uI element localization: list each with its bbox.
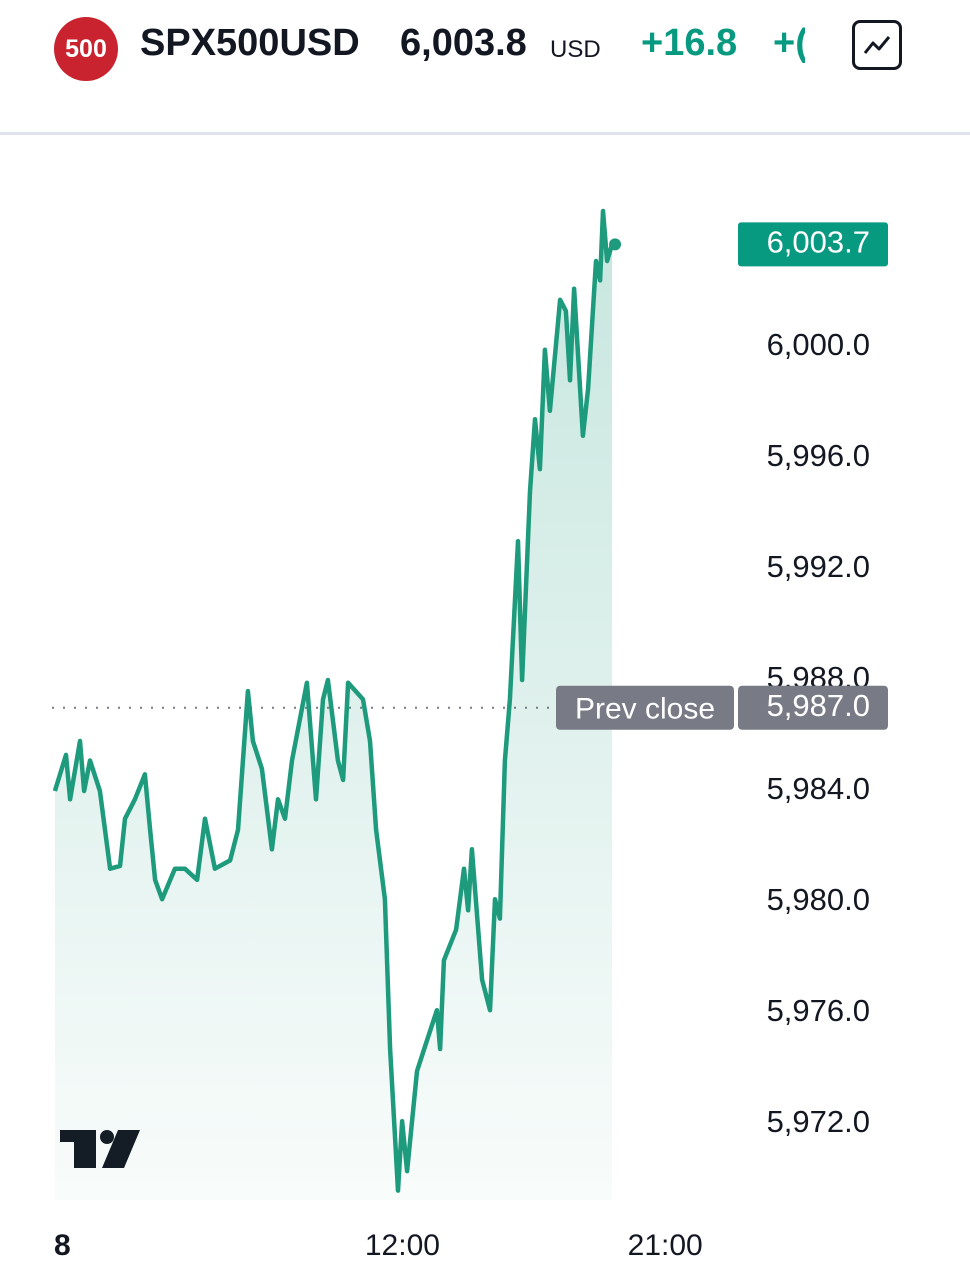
- y-tick-label: 6,000.0: [767, 327, 870, 362]
- y-tick-label: 5,992.0: [767, 549, 870, 584]
- chart-button[interactable]: [852, 20, 902, 70]
- x-tick-label: 12:00: [365, 1229, 440, 1262]
- prev-close-value-tag: [738, 685, 888, 730]
- symbol-name[interactable]: SPX500USD: [140, 22, 360, 64]
- last-price-label: 6,003.7: [767, 225, 870, 260]
- prev-close-label: Prev close: [575, 693, 715, 726]
- y-tick-label: 5,996.0: [767, 438, 870, 473]
- y-tick-label: 5,980.0: [767, 882, 870, 917]
- x-tick-label: 21:00: [628, 1229, 703, 1262]
- last-point: [609, 238, 622, 251]
- price: 6,003.8: [400, 22, 527, 64]
- prev-close-value: 5,987.0: [767, 688, 870, 723]
- prev-close-tag: [556, 685, 734, 730]
- y-tick-label: 5,976.0: [767, 993, 870, 1028]
- change: +16.8: [641, 22, 738, 64]
- header: 500 SPX500USD 6,003.8 USD +16.8 +(: [0, 0, 970, 135]
- y-tick-label: 5,984.0: [767, 771, 870, 806]
- x-tick-label: 8: [54, 1229, 71, 1262]
- symbol-logo: 500: [54, 17, 118, 81]
- change-percent: +(: [773, 22, 805, 64]
- chart-icon: [863, 36, 891, 54]
- last-price-tag: [738, 222, 888, 267]
- currency: USD: [550, 36, 601, 63]
- y-tick-label: 5,972.0: [767, 1104, 870, 1139]
- price-line: [52, 208, 615, 1193]
- area-fill: [54, 211, 613, 1200]
